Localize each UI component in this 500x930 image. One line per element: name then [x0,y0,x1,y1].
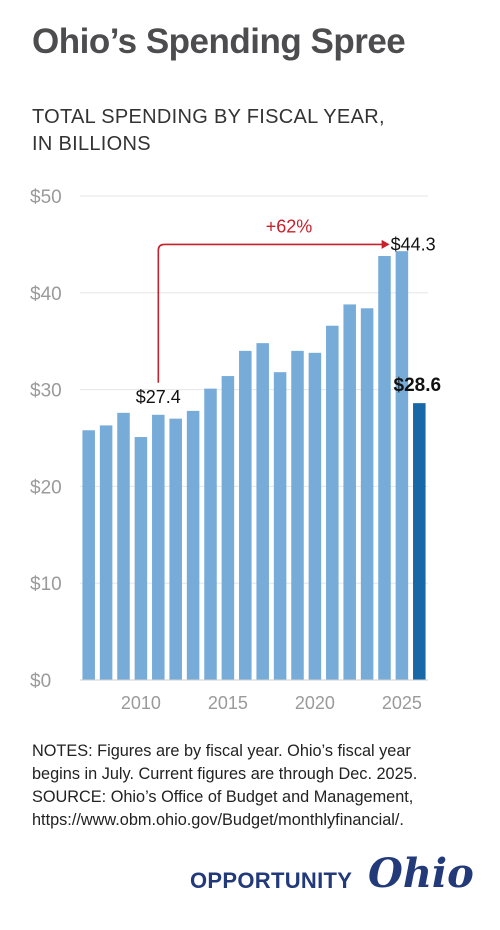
start-value-label: $27.4 [136,387,181,407]
bar [221,376,235,680]
bar [82,430,95,680]
y-tick-label: $10 [30,574,62,595]
y-tick-label: $20 [30,477,62,498]
subtitle-line-1: TOTAL SPENDING BY FISCAL YEAR, [32,106,385,128]
bar [256,343,269,680]
bar [117,412,130,680]
chart-subtitle: TOTAL SPENDING BY FISCAL YEAR, IN BILLIO… [32,104,472,158]
y-tick-label: $40 [30,284,62,305]
notes-line-2: begins in July. Current figures are thro… [32,765,418,783]
logo-wordmark: OPPORTUNITY [190,868,353,893]
x-tick-label: 2020 [295,693,335,713]
y-tick-label: $30 [30,381,62,402]
notes-line-1: NOTES: Figures are by fiscal year. Ohio’… [32,742,411,760]
bar [169,418,182,680]
bar [239,350,252,680]
source-line-1: SOURCE: Ohio’s Office of Budget and Mana… [32,788,414,806]
bar [326,325,339,680]
source-line-2: https://www.obm.ohio.gov/Budget/monthlyf… [32,811,404,829]
bar [186,410,200,680]
bar [343,304,356,680]
y-tick-label: $50 [30,187,62,208]
bar [134,437,148,680]
bar [395,251,409,680]
bar-chart: $0 $10 $20 $30 $40 $50 2010 2015 2020 2025 $27.4 +6… [30,187,442,713]
change-percent-label: +62% [266,216,313,236]
current-value-label: $28.6 [394,375,442,396]
bar [378,256,391,680]
bar [308,352,322,680]
bar [152,414,165,680]
bar [360,308,374,680]
logo-script: Ohio [368,850,474,897]
x-tick-label: 2010 [121,693,161,713]
subtitle-line-2: IN BILLIONS [32,133,151,155]
change-arrow-head [381,239,390,249]
bar-highlight [413,403,426,680]
x-tick-label: 2015 [208,693,248,713]
change-arrow-line [157,243,386,383]
y-tick-label: $0 [30,671,51,692]
chart-notes: NOTES: Figures are by fiscal year. Ohio’… [32,740,482,832]
x-tick-label: 2025 [382,693,422,713]
bar [99,425,113,680]
opportunity-ohio-logo: OPPORTUNITY Ohio [190,850,480,910]
bar [291,350,304,680]
chart-title: Ohio’s Spending Spree [32,22,406,61]
bar [204,388,217,680]
bar [273,372,287,680]
end-value-label: $44.3 [391,234,436,254]
